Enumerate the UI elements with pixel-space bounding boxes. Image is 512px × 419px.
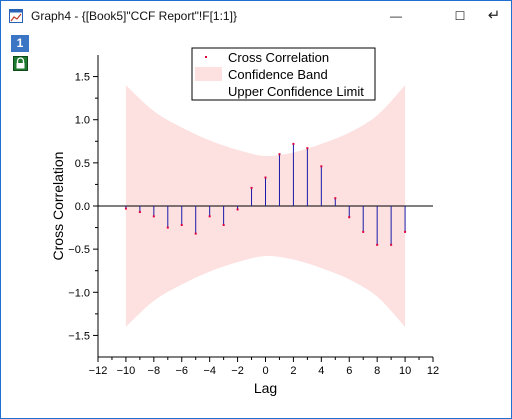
ccf-marker	[376, 243, 379, 246]
legend-label: Cross Correlation	[228, 50, 329, 65]
x-tick-label: 8	[374, 365, 380, 377]
ccf-marker	[194, 232, 197, 235]
y-tick-label: 1.0	[75, 115, 90, 127]
ccf-marker	[320, 165, 323, 168]
y-tick-label: 1.5	[75, 72, 90, 84]
ccf-marker	[236, 208, 239, 211]
ccf-marker	[334, 197, 337, 200]
x-tick-label: −4	[203, 365, 216, 377]
x-tick-label: −10	[117, 365, 136, 377]
ccf-marker	[292, 142, 295, 145]
maximize-button[interactable]: ☐	[445, 4, 475, 28]
legend-label: Upper Confidence Limit	[228, 84, 364, 99]
ccf-marker	[138, 211, 141, 214]
x-tick-label: −8	[148, 365, 161, 377]
y-tick-label: 0.0	[75, 201, 90, 213]
ccf-marker	[278, 153, 281, 156]
legend-label: Confidence Band	[228, 67, 328, 82]
ccf-marker	[222, 223, 225, 226]
ccf-marker	[124, 207, 127, 210]
ccf-marker	[166, 226, 169, 229]
y-axis-label: Cross Correlation	[50, 152, 66, 261]
minimize-icon: —	[390, 9, 402, 23]
stem-series	[124, 142, 407, 246]
y-tick-label: −0.5	[68, 244, 90, 256]
legend[interactable]: Cross Correlation Confidence Band Upper Co…	[191, 47, 376, 101]
ccf-marker	[250, 186, 253, 189]
x-axis-ticks: −12 −10 −8 −6 −4 −2 0 2 4 6 8 10 12	[89, 357, 439, 377]
ccf-marker	[362, 230, 365, 233]
ccf-marker	[180, 223, 183, 226]
x-tick-label: −2	[231, 365, 244, 377]
legend-marker-cross-correlation	[205, 56, 207, 58]
y-tick-label: −1.0	[68, 287, 90, 299]
x-tick-label: 2	[290, 365, 296, 377]
ccf-marker	[404, 230, 407, 233]
legend-swatch-confidence-band	[195, 67, 222, 81]
restore-button[interactable]: ↵	[479, 4, 509, 28]
x-tick-label: 10	[399, 365, 411, 377]
y-tick-label: −1.5	[68, 330, 90, 342]
x-tick-label: 6	[346, 365, 352, 377]
ccf-marker	[306, 147, 309, 150]
x-tick-label: 12	[427, 365, 439, 377]
ccf-marker	[152, 215, 155, 218]
ccf-marker	[208, 215, 211, 218]
window-title: Graph4 - {[Book5]"CCF Report"!F[1:1]}	[31, 9, 237, 23]
ccf-marker	[264, 176, 267, 179]
minimize-button[interactable]: —	[381, 4, 411, 28]
horizontal-scroll-area[interactable]	[1, 409, 511, 418]
legend-box	[191, 47, 376, 101]
x-axis-label: Lag	[254, 380, 277, 396]
x-tick-label: −6	[175, 365, 188, 377]
y-tick-label: 0.5	[75, 158, 90, 170]
maximize-icon: ☐	[454, 9, 466, 23]
ccf-marker	[390, 243, 393, 246]
y-axis-ticks: −1.5 −1.0 −0.5 0.0 0.5 1.0 1.5	[68, 72, 98, 342]
vertical-scroll-area[interactable]	[501, 32, 511, 418]
ccf-marker	[348, 216, 351, 219]
lock-icon[interactable]	[13, 56, 28, 71]
layer-indicator[interactable]: 1	[11, 35, 29, 52]
x-tick-label: −12	[89, 365, 108, 377]
graph-icon[interactable]	[9, 9, 23, 23]
x-tick-label: 0	[262, 365, 268, 377]
restore-arrow-icon: ↵	[487, 7, 501, 24]
title-bar[interactable]: Graph4 - {[Book5]"CCF Report"!F[1:1]} — …	[1, 1, 511, 32]
x-tick-label: 4	[318, 365, 324, 377]
ccf-chart: −12 −10 −8 −6 −4 −2 0 2 4 6 8 10 12 −1.5 −1.0 −0.5 0.0 0…	[50, 47, 439, 396]
